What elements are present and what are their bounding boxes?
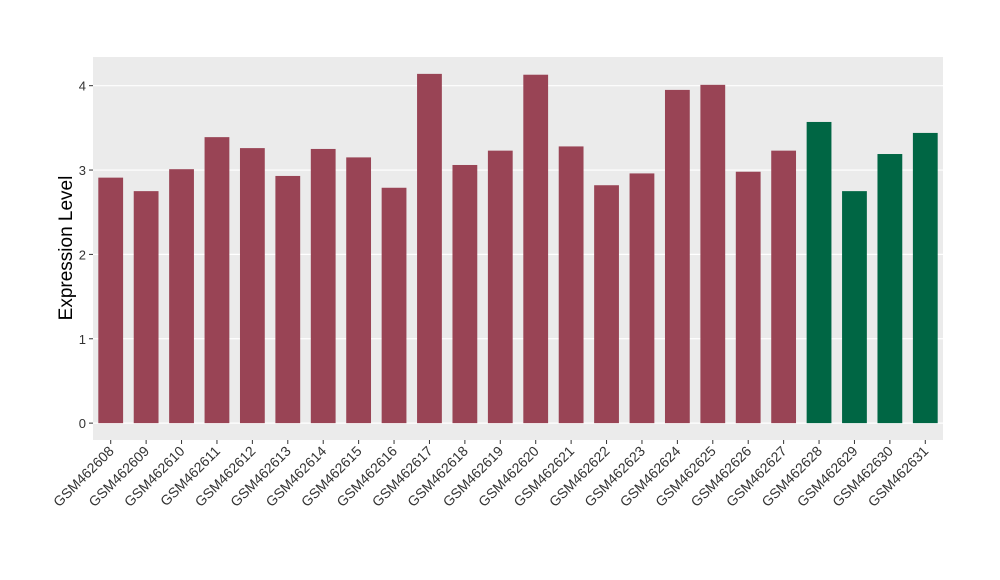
bar <box>806 121 832 424</box>
bar <box>523 74 549 424</box>
bar <box>487 150 513 424</box>
bar <box>381 187 407 424</box>
bar <box>169 169 194 424</box>
y-tick-label: 4 <box>79 79 86 94</box>
bar <box>346 157 372 424</box>
bar <box>629 173 655 424</box>
bar <box>133 191 159 424</box>
bar <box>275 175 301 424</box>
bar <box>877 154 903 424</box>
plot-panel <box>93 57 943 440</box>
y-tick-label: 2 <box>79 247 86 262</box>
bar <box>842 191 867 424</box>
bar <box>98 177 124 424</box>
bar <box>700 84 726 424</box>
bar <box>239 148 265 424</box>
bar <box>771 150 797 424</box>
y-tick-label: 0 <box>79 416 86 431</box>
bar <box>558 146 584 424</box>
bar <box>912 132 938 424</box>
bar <box>417 73 442 424</box>
y-tick-label: 1 <box>79 332 86 347</box>
bar <box>594 185 619 424</box>
y-axis-title: Expression Level <box>56 176 77 321</box>
y-tick-label: 3 <box>79 163 86 178</box>
bar <box>735 171 761 424</box>
bar <box>452 164 478 424</box>
bar <box>310 148 336 424</box>
bar <box>204 137 230 424</box>
bar <box>664 89 690 424</box>
